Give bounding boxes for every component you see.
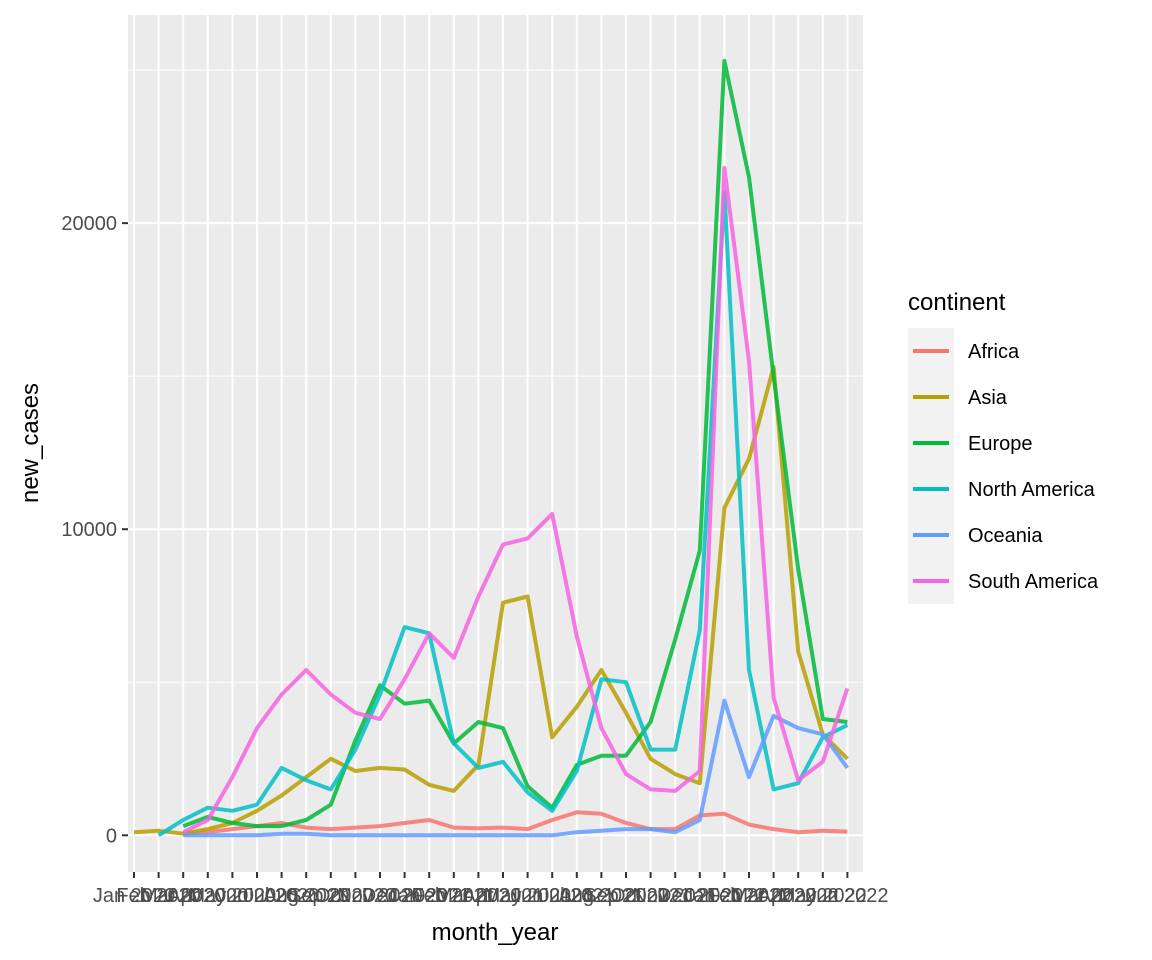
x-axis-title: month_year	[432, 919, 559, 946]
legend-label-south-america: South America	[968, 571, 1099, 593]
x-tick-label: Dec 2020	[362, 885, 448, 907]
series-line-oceania	[183, 698, 850, 838]
y-axis-title: new_cases	[17, 383, 44, 503]
series-line-south-america	[182, 166, 850, 834]
series-line-europe	[182, 58, 848, 829]
x-tick-label: May 2020	[188, 885, 276, 907]
x-tick-label: Feb 2021	[412, 885, 497, 907]
legend-label-asia: Asia	[968, 387, 1008, 409]
x-tick-label: Mar 2022	[731, 885, 816, 907]
x-tick-label: Oct 2020	[315, 885, 396, 907]
series-line-africa	[183, 810, 848, 836]
legend-title: continent	[908, 289, 1006, 316]
x-tick-label: Jan 2022	[683, 885, 765, 907]
y-tick-label: 10000	[61, 519, 117, 541]
x-tick-label: Apr 2020	[167, 885, 248, 907]
x-tick-label: May 2022	[779, 885, 867, 907]
minor-gridlines	[128, 69, 863, 683]
y-tick-label: 20000	[61, 213, 117, 235]
legend-label-oceania: Oceania	[968, 525, 1043, 547]
y-tick-label: 0	[106, 825, 117, 847]
x-tick-label: Sep 2020	[288, 885, 374, 907]
x-tick-label: Sep 2021	[583, 885, 669, 907]
legend-label-north-america: North America	[968, 479, 1096, 501]
x-tick-label: Jun 2020	[216, 885, 298, 907]
x-tick-label: Jul 2020	[244, 885, 320, 907]
x-tick-label: Feb 2020	[116, 885, 201, 907]
x-tick-label: Aug 2021	[559, 885, 645, 907]
x-tick-label: Feb 2022	[707, 885, 792, 907]
x-tick-label: Dec 2021	[657, 885, 743, 907]
plot-panel	[128, 15, 863, 872]
x-tick-label: Jul 2021	[539, 885, 615, 907]
x-tick-label: Apr 2021	[462, 885, 543, 907]
legend: continent Africa Asia Europe North America O…	[908, 289, 1099, 604]
y-axis: 0 10000 20000	[61, 213, 128, 847]
x-tick-label: Jan 2021	[388, 885, 470, 907]
legend-items: Africa Asia Europe North America Oceania Sout…	[908, 328, 1099, 604]
x-tick-label: Jun 2022	[806, 885, 888, 907]
x-tick-label: Aug 2020	[263, 885, 349, 907]
x-tick-label: Nov 2020	[337, 885, 423, 907]
x-tick-label: Mar 2020	[141, 885, 226, 907]
series-lines	[133, 58, 850, 838]
x-tick-label: Oct 2021	[610, 885, 691, 907]
x-tick-label: Apr 2022	[758, 885, 839, 907]
series-line-north-america	[157, 190, 849, 837]
x-tick-label: May 2021	[484, 885, 572, 907]
legend-label-europe: Europe	[968, 433, 1033, 455]
series-line-asia	[133, 365, 849, 836]
legend-label-africa: Africa	[968, 341, 1020, 363]
x-tick-label: Mar 2021	[436, 885, 521, 907]
x-tick-label: Nov 2021	[632, 885, 718, 907]
x-tick-label: Jun 2021	[511, 885, 593, 907]
x-tick-label: Jan 2020	[93, 885, 175, 907]
